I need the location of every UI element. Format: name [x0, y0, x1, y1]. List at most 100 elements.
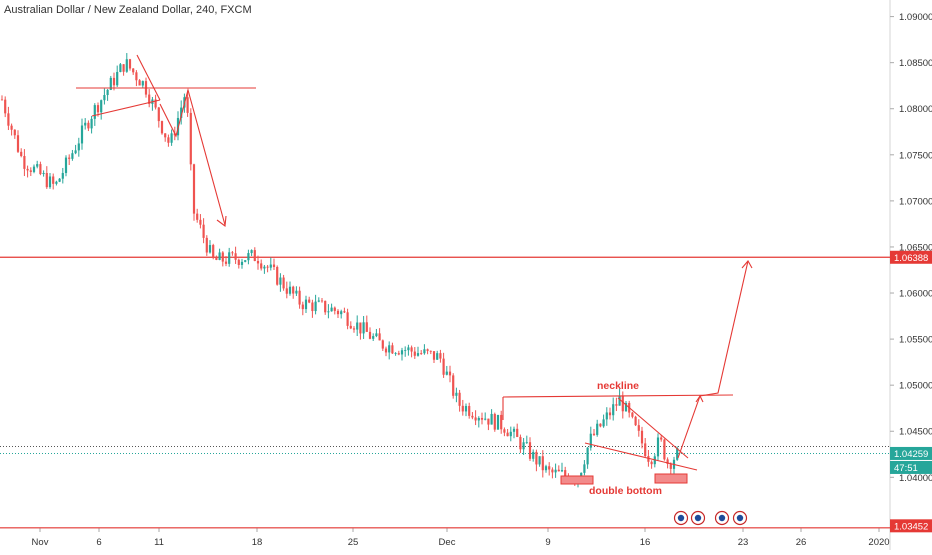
candle-body: [336, 310, 340, 315]
candle-body: [509, 431, 512, 437]
candle-body: [496, 414, 500, 430]
candle-body: [80, 125, 84, 144]
candle-body: [122, 64, 125, 72]
x-tick-label: Nov: [32, 537, 49, 548]
candle-body: [186, 97, 189, 113]
candle-body: [432, 351, 436, 360]
candle-body: [218, 252, 221, 260]
x-tick-label: 9: [545, 537, 550, 548]
candle-body: [68, 157, 71, 159]
candle-body: [308, 299, 311, 303]
y-tick-label: 1.07000: [899, 196, 932, 207]
price-label-box: [890, 446, 932, 460]
candle-body: [55, 181, 58, 184]
wedge-upper-trendline: [617, 397, 689, 459]
x-tick-label: 6: [96, 537, 101, 548]
candle-body: [551, 469, 554, 473]
candle-body: [605, 412, 608, 420]
candle-body: [288, 286, 292, 294]
candle-body: [256, 260, 260, 264]
candle-body: [250, 250, 253, 254]
candle-body: [455, 392, 458, 396]
x-tick-label: 25: [348, 537, 359, 548]
candle-body: [660, 437, 663, 440]
candle-body: [208, 245, 212, 253]
candle-body: [215, 257, 218, 260]
candle-body: [365, 322, 368, 332]
candle-body: [554, 469, 557, 473]
candle-body: [192, 164, 196, 214]
y-tick-label: 1.08000: [899, 104, 932, 115]
candle-body: [381, 340, 384, 349]
candle-body: [676, 447, 679, 460]
candle-body: [96, 105, 100, 113]
candle-body: [292, 286, 295, 294]
candle-body: [663, 439, 666, 460]
candle-body: [340, 311, 343, 315]
candle-body: [317, 300, 320, 302]
candle-body: [23, 156, 26, 169]
candle-body: [260, 263, 263, 269]
candle-body: [180, 107, 183, 118]
candle-body: [13, 129, 16, 136]
candle-body: [522, 442, 525, 450]
candle-body: [16, 135, 20, 152]
candle-body: [493, 413, 496, 430]
candle-body: [128, 59, 132, 69]
candle-body: [58, 178, 61, 182]
candle-body: [426, 349, 429, 351]
candle-body: [148, 94, 151, 104]
candle-body: [487, 418, 490, 425]
y-tick-label: 1.05000: [899, 381, 932, 392]
candle-body: [656, 437, 660, 457]
wedge-lower-line: [91, 99, 161, 117]
candle-body: [202, 224, 205, 238]
candle-body: [586, 447, 589, 465]
candle-body: [154, 99, 157, 108]
candle-body: [394, 353, 397, 355]
candle-body: [359, 322, 362, 334]
candle-body: [484, 418, 487, 420]
candle-body: [141, 81, 144, 86]
candle-body: [407, 347, 410, 351]
candle-body: [100, 100, 103, 113]
candle-body: [138, 80, 141, 86]
candle-body: [45, 172, 48, 188]
candle-body: [445, 371, 448, 375]
candle-body: [519, 436, 522, 450]
candle-body: [276, 266, 279, 285]
candle-body: [7, 113, 10, 126]
candle-body: [330, 307, 333, 312]
candle-body: [599, 423, 602, 427]
candle-body: [615, 404, 618, 406]
candle-body: [42, 172, 45, 175]
candle-body: [647, 456, 650, 462]
wedge-upper-line: [136, 54, 161, 101]
y-tick-label: 1.08500: [899, 58, 932, 69]
x-tick-label: 18: [252, 537, 263, 548]
candle-body: [52, 176, 55, 184]
candle-body: [32, 166, 36, 172]
candle-body: [538, 456, 541, 465]
candle-body: [624, 402, 628, 412]
candle-body: [378, 333, 381, 341]
candle-body: [135, 72, 138, 81]
candle-body: [244, 260, 247, 262]
candle-body: [157, 107, 160, 122]
arrow-head-down: [216, 215, 227, 228]
candle-body: [448, 371, 452, 376]
projection-down-line: [159, 87, 226, 226]
candle-body: [314, 301, 317, 312]
candle-body: [375, 333, 378, 337]
candle-body: [557, 469, 560, 472]
candle-body: [64, 157, 68, 173]
candle-body: [295, 290, 298, 294]
candle-body: [464, 406, 468, 412]
y-tick-label: 1.04000: [899, 473, 932, 484]
candle-body: [644, 443, 647, 457]
candle-body: [125, 59, 128, 72]
neckline-label: neckline: [597, 380, 639, 392]
candle-body: [231, 252, 234, 254]
